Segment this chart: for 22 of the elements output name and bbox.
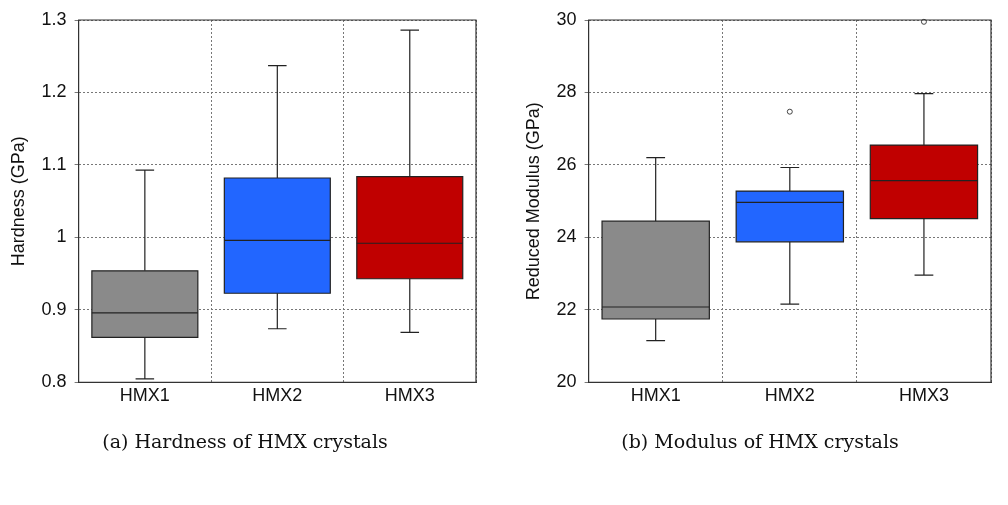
y-tick-label: 1.3 xyxy=(41,8,67,29)
y-axis-title: Hardness (GPa) xyxy=(7,136,28,267)
y-tick-label: 28 xyxy=(556,81,577,102)
y-tick-label: 1 xyxy=(56,226,67,247)
x-tick-label: HMX1 xyxy=(119,385,170,406)
y-tick-label: 30 xyxy=(556,8,577,29)
y-tick-label: 0.9 xyxy=(41,298,67,319)
x-tick-label: HMX2 xyxy=(252,385,303,406)
y-tick-label: 26 xyxy=(556,153,577,174)
y-axis-title: Reduced Modulus (GPa) xyxy=(522,102,543,301)
y-tick-label: 24 xyxy=(556,226,577,247)
y-tick-label: 0.8 xyxy=(41,371,67,392)
x-tick-label: HMX3 xyxy=(384,385,435,406)
y-tick-label: 22 xyxy=(556,298,577,319)
text: (b) Modulus of HMX crystals xyxy=(620,430,900,452)
text: (a) Hardness of HMX crystals xyxy=(101,430,389,452)
x-tick-label: HMX3 xyxy=(898,385,949,406)
y-tick-label: 1.1 xyxy=(41,153,67,174)
y-tick-label: 1.2 xyxy=(41,81,67,102)
x-tick-label: HMX1 xyxy=(630,385,681,406)
x-tick-label: HMX2 xyxy=(764,385,815,406)
y-tick-label: 20 xyxy=(556,371,577,392)
